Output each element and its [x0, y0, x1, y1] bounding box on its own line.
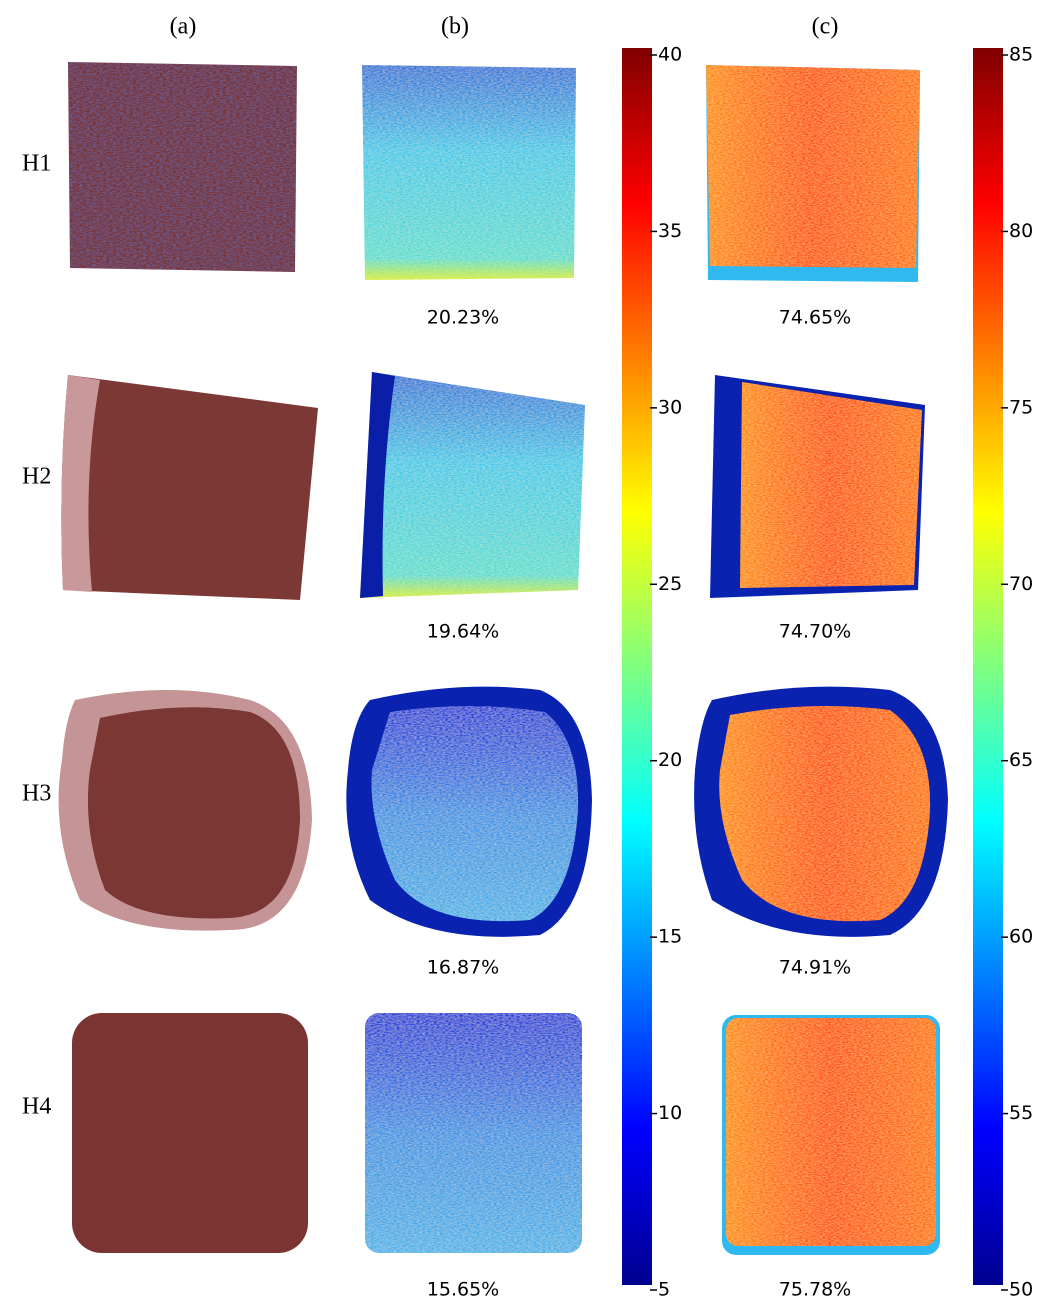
photo-column: [59, 62, 318, 1253]
colorbar: [622, 48, 652, 1285]
column-label: (a): [170, 14, 197, 40]
tick-label: 75: [1009, 396, 1033, 418]
moisture-map: [740, 382, 922, 588]
tick-label: 25: [658, 573, 682, 595]
fat-map-column: [346, 65, 592, 1253]
row-label: H1: [22, 151, 51, 177]
fat-percent: 16.87%: [427, 957, 499, 979]
figure: (a) (b) (c) H1 20.23% 74.65% H2 19.64% 74.70% H3 1…: [0, 0, 1040, 1306]
moisture-percent: 74.65%: [779, 307, 851, 329]
tick-label: 65: [1009, 749, 1033, 771]
colorbar: [973, 48, 1003, 1285]
tick-label: 20: [658, 749, 682, 771]
tick-label: 10: [658, 1102, 682, 1124]
moisture-map-column: [694, 65, 948, 1255]
meat-photo: [61, 375, 318, 600]
tick-label: 30: [658, 396, 682, 418]
row-label: H3: [22, 781, 51, 807]
tick-label: 85: [1009, 44, 1033, 66]
moisture-percent: 74.91%: [779, 957, 851, 979]
tick-label: 50: [1009, 1279, 1033, 1301]
column-label: (c): [812, 14, 839, 40]
tick-label: 40: [658, 44, 682, 66]
fat-map: [360, 372, 585, 598]
moisture-percent: 74.70%: [779, 621, 851, 643]
tick-label: 55: [1009, 1102, 1033, 1124]
moisture-map: [706, 65, 920, 268]
fat-map: [362, 65, 576, 280]
fat-percent: 19.64%: [427, 621, 499, 643]
tick-label: 70: [1009, 573, 1033, 595]
moisture-map: [726, 1018, 936, 1246]
moisture-percent: 75.78%: [779, 1279, 851, 1301]
row-label: H2: [22, 464, 51, 490]
tick-label: 80: [1009, 220, 1033, 242]
tick-label: 60: [1009, 926, 1033, 948]
moisture-map: [719, 706, 930, 921]
fat-map: [365, 1013, 582, 1253]
column-label: (b): [441, 14, 469, 40]
tick-label: 35: [658, 220, 682, 242]
fat-percent: 20.23%: [427, 307, 499, 329]
tick-label: 5: [658, 1279, 670, 1301]
meat-photo: [72, 1013, 308, 1253]
fat-percent: 15.65%: [427, 1279, 499, 1301]
meat-photo: [68, 62, 297, 272]
meat-photo: [88, 707, 300, 918]
tick-label: 15: [658, 926, 682, 948]
row-label: H4: [22, 1094, 51, 1120]
